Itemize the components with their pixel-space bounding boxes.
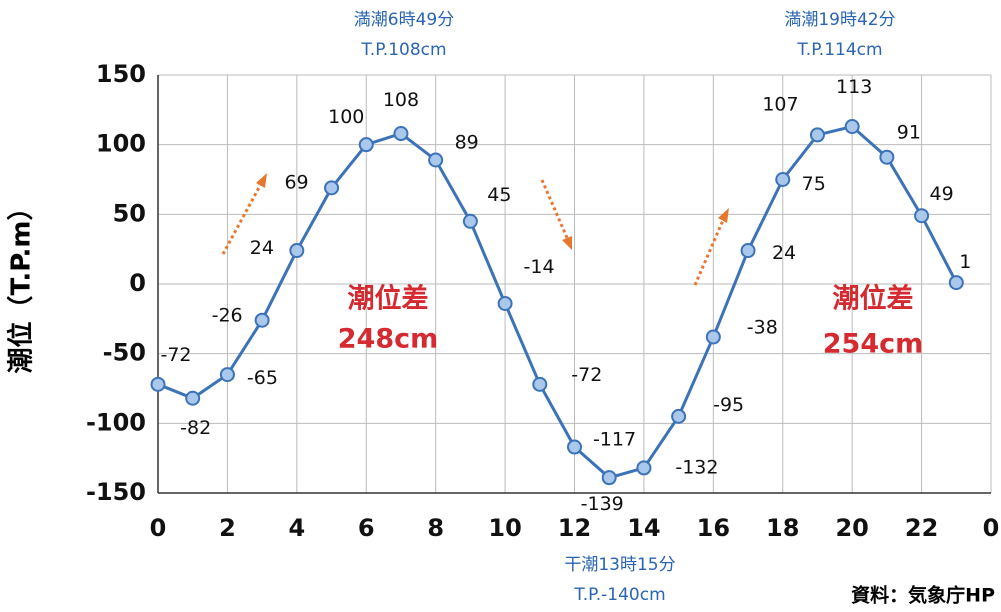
y-axis-label: 潮位（T.P.m） bbox=[6, 195, 37, 374]
data-label: 45 bbox=[487, 184, 511, 206]
y-tick-label: 50 bbox=[113, 199, 146, 227]
marker bbox=[219, 367, 235, 383]
data-label: -82 bbox=[180, 417, 211, 439]
marker bbox=[428, 152, 444, 168]
x-tick-label: 0 bbox=[983, 514, 1000, 542]
data-label: -117 bbox=[593, 429, 636, 451]
annotation: 潮位差 bbox=[833, 283, 914, 315]
marker bbox=[671, 408, 687, 424]
marker bbox=[150, 376, 166, 392]
data-label: 24 bbox=[772, 242, 796, 264]
annotation: T.P.108cm bbox=[360, 40, 446, 60]
marker bbox=[914, 208, 930, 224]
y-tick-label: 100 bbox=[96, 130, 146, 158]
data-label: -14 bbox=[524, 256, 555, 278]
annotation: 248cm bbox=[338, 324, 439, 355]
marker bbox=[462, 213, 478, 229]
x-tick-label: 0 bbox=[150, 514, 167, 542]
data-label: -132 bbox=[675, 456, 718, 478]
x-tick-label: 8 bbox=[427, 514, 444, 542]
data-label: -139 bbox=[581, 493, 624, 515]
data-label: -65 bbox=[247, 367, 278, 389]
annotation: T.P.-140cm bbox=[573, 585, 665, 605]
x-tick-label: 16 bbox=[697, 514, 730, 542]
marker bbox=[497, 296, 513, 312]
marker bbox=[567, 439, 582, 455]
data-label: 113 bbox=[836, 76, 872, 98]
marker bbox=[358, 137, 374, 153]
data-label: 69 bbox=[284, 171, 308, 193]
x-tick-label: 18 bbox=[766, 514, 799, 542]
marker bbox=[775, 172, 791, 187]
marker bbox=[324, 180, 340, 196]
x-tick-label: 20 bbox=[835, 514, 868, 542]
data-label: -72 bbox=[571, 364, 602, 386]
y-tick-label: -150 bbox=[86, 478, 146, 506]
y-tick-label: 150 bbox=[96, 60, 146, 88]
data-label: 1 bbox=[959, 251, 971, 273]
data-label: 49 bbox=[929, 183, 953, 205]
x-tick-label: 14 bbox=[627, 514, 660, 542]
marker bbox=[601, 470, 617, 486]
data-label: -26 bbox=[212, 305, 243, 327]
annotation: 254cm bbox=[823, 329, 924, 360]
marker bbox=[393, 126, 409, 142]
marker bbox=[948, 275, 964, 291]
x-tick-label: 2 bbox=[219, 514, 236, 542]
data-label: 91 bbox=[897, 122, 921, 144]
arrows bbox=[221, 173, 729, 286]
x-tick-label: 12 bbox=[558, 514, 591, 542]
marker bbox=[740, 243, 756, 259]
y-tick-label: -100 bbox=[86, 408, 146, 436]
data-label: 100 bbox=[328, 106, 364, 128]
marker bbox=[844, 119, 860, 135]
marker bbox=[705, 329, 721, 345]
data-label: 89 bbox=[455, 131, 479, 153]
data-label: -38 bbox=[747, 316, 778, 338]
data-label: 107 bbox=[762, 93, 798, 115]
source: 資料：気象庁HP bbox=[851, 584, 995, 607]
x-tick-label: 22 bbox=[905, 514, 938, 542]
x-tick-label: 6 bbox=[358, 514, 375, 542]
marker bbox=[185, 390, 201, 406]
marker bbox=[289, 243, 305, 259]
marker bbox=[879, 149, 895, 165]
marker bbox=[809, 127, 825, 143]
annotation: 潮位差 bbox=[348, 283, 429, 315]
marker bbox=[254, 312, 270, 328]
marker bbox=[532, 376, 548, 392]
annotation: T.P.114cm bbox=[796, 40, 882, 60]
data-label: 108 bbox=[383, 89, 419, 111]
x-tick-label: 10 bbox=[488, 514, 521, 542]
marker bbox=[636, 460, 652, 476]
data-label: 75 bbox=[802, 173, 826, 195]
x-tick-label: 4 bbox=[288, 514, 305, 542]
data-label: -95 bbox=[713, 394, 744, 416]
data-label: -72 bbox=[160, 344, 191, 366]
annotation: 干潮13時15分 bbox=[564, 555, 675, 575]
annotation: 満潮19時42分 bbox=[784, 10, 895, 30]
y-tick-label: 0 bbox=[129, 269, 146, 297]
annotation: 満潮6時49分 bbox=[354, 10, 454, 30]
y-tick-label: -50 bbox=[103, 339, 146, 367]
data-label: 24 bbox=[250, 237, 274, 259]
